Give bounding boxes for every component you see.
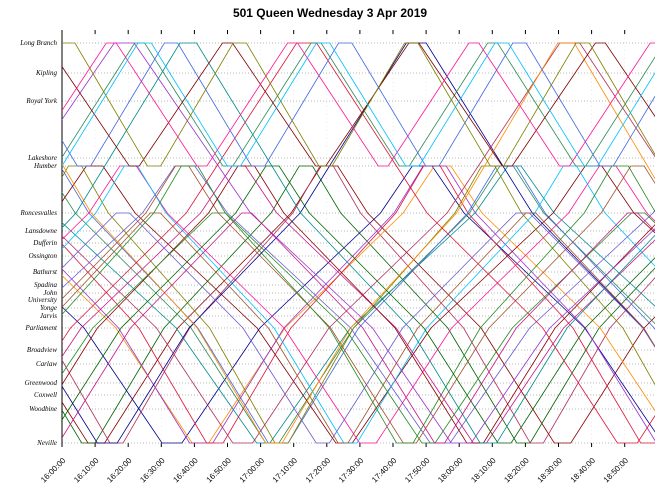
trip-line xyxy=(62,42,655,167)
station-label: Royal York xyxy=(25,97,58,105)
station-label: University xyxy=(28,296,58,304)
station-label: Kipling xyxy=(35,69,58,77)
time-tick-label: 18:50:00 xyxy=(602,456,631,485)
trip-lines-layer xyxy=(62,42,655,444)
trip-line xyxy=(62,42,655,444)
trip-line xyxy=(62,42,655,444)
trip-line xyxy=(62,42,655,444)
trip-line xyxy=(62,165,655,444)
time-tick-label: 18:30:00 xyxy=(536,456,565,485)
trip-line xyxy=(62,212,655,444)
station-label: Lansdowne xyxy=(24,227,57,235)
station-label: Parliament xyxy=(25,324,59,332)
time-tick-label: 17:20:00 xyxy=(304,456,333,485)
time-tick-label: 16:00:00 xyxy=(39,456,68,485)
station-label: Roncesvalles xyxy=(19,209,57,217)
time-tick-label: 16:50:00 xyxy=(205,456,234,485)
time-tick-label: 16:10:00 xyxy=(72,456,101,485)
time-tick-label: 18:10:00 xyxy=(469,456,498,485)
time-tick-label: 17:40:00 xyxy=(370,456,399,485)
trip-line xyxy=(62,42,655,444)
station-label: Dufferin xyxy=(32,239,57,247)
station-label: Carlaw xyxy=(36,360,57,368)
station-label: John xyxy=(43,289,57,297)
time-tick-label: 18:00:00 xyxy=(436,456,465,485)
trip-line xyxy=(62,165,655,444)
station-label: Neville xyxy=(36,439,57,447)
time-tick-label: 18:40:00 xyxy=(569,456,598,485)
trip-line xyxy=(62,42,655,167)
trip-line xyxy=(62,165,655,444)
trip-line xyxy=(62,165,655,444)
time-tick-label: 17:10:00 xyxy=(271,456,300,485)
trip-line xyxy=(62,212,655,444)
time-tick-label: 17:00:00 xyxy=(238,456,267,485)
station-label: Spadina xyxy=(34,281,57,289)
trip-line xyxy=(62,42,655,444)
station-label: Ossington xyxy=(29,252,58,260)
station-label: Humber xyxy=(33,162,57,170)
time-tick-label: 16:40:00 xyxy=(171,456,200,485)
trip-line xyxy=(62,42,655,167)
trip-line xyxy=(62,42,655,167)
trip-line xyxy=(62,165,655,444)
trip-line xyxy=(62,165,655,444)
chart-title: 501 Queen Wednesday 3 Apr 2019 xyxy=(232,6,428,20)
trip-line xyxy=(62,165,655,444)
trip-line xyxy=(62,212,655,444)
station-label: Greenwood xyxy=(25,379,58,387)
time-tick-label: 16:20:00 xyxy=(105,456,134,485)
station-label: Woodbine xyxy=(29,405,57,413)
station-label: Bathurst xyxy=(33,268,58,276)
trip-line xyxy=(62,165,655,444)
station-label: Lakeshore xyxy=(27,154,57,162)
trip-line xyxy=(62,42,655,167)
trip-line xyxy=(62,165,655,444)
station-label: Long Branch xyxy=(19,39,57,47)
time-tick-label: 17:30:00 xyxy=(337,456,366,485)
time-tick-label: 17:50:00 xyxy=(403,456,432,485)
station-label: Coxwell xyxy=(34,391,57,399)
trip-line xyxy=(62,212,655,444)
time-tick-label: 16:30:00 xyxy=(138,456,167,485)
station-label: Jarvis xyxy=(40,312,57,320)
trip-line xyxy=(62,165,655,444)
trip-line xyxy=(62,165,655,444)
trip-line xyxy=(62,42,655,167)
station-label: Broadview xyxy=(27,346,57,354)
time-tick-label: 18:20:00 xyxy=(502,456,531,485)
trip-line xyxy=(62,42,655,444)
trip-line xyxy=(62,165,655,444)
station-label: Yonge xyxy=(40,304,57,312)
